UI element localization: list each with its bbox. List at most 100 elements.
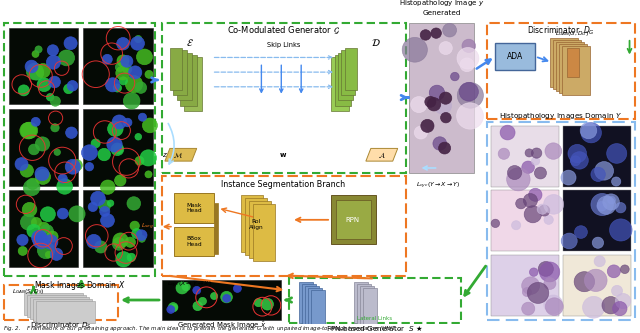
Circle shape (524, 193, 538, 207)
Circle shape (575, 226, 588, 238)
Circle shape (111, 143, 124, 156)
Circle shape (68, 206, 85, 222)
Bar (35, 301, 95, 322)
Circle shape (135, 82, 147, 93)
Circle shape (609, 219, 632, 241)
Circle shape (425, 96, 436, 107)
Circle shape (581, 123, 602, 143)
Bar (177, 53, 192, 101)
Text: Generated: Generated (422, 10, 461, 16)
Circle shape (522, 161, 534, 173)
Circle shape (537, 204, 547, 214)
Circle shape (592, 237, 604, 248)
Circle shape (168, 303, 178, 312)
Bar (9, 28, 78, 105)
Text: Skip Links: Skip Links (267, 42, 300, 48)
Circle shape (45, 251, 52, 258)
Circle shape (211, 292, 218, 300)
Circle shape (612, 177, 621, 186)
Circle shape (29, 66, 44, 80)
Circle shape (116, 252, 131, 267)
Bar (559, 44, 587, 93)
Bar (495, 43, 535, 70)
Circle shape (182, 283, 190, 291)
Circle shape (145, 171, 152, 178)
Text: $\mathcal{M}$: $\mathcal{M}$ (173, 150, 183, 160)
Circle shape (116, 38, 129, 50)
Circle shape (508, 166, 522, 179)
Circle shape (602, 297, 620, 314)
Bar (354, 282, 368, 323)
Circle shape (138, 235, 145, 242)
Circle shape (129, 66, 142, 79)
Circle shape (507, 168, 530, 191)
Circle shape (460, 58, 474, 72)
Circle shape (125, 237, 136, 247)
Circle shape (544, 295, 563, 314)
Circle shape (460, 82, 478, 101)
Circle shape (36, 64, 51, 78)
Circle shape (433, 137, 447, 150)
Circle shape (140, 150, 157, 166)
Text: Histopathology Image $\hat{y}$: Histopathology Image $\hat{y}$ (399, 0, 484, 9)
Circle shape (429, 85, 445, 100)
Text: FPN-based Generator  $S$ $\bigstar$: FPN-based Generator $S$ $\bigstar$ (326, 324, 424, 333)
Bar (162, 176, 406, 276)
Text: Instance Segmentation Branch: Instance Segmentation Branch (221, 180, 346, 189)
Circle shape (516, 198, 526, 209)
Circle shape (525, 149, 533, 157)
Bar (563, 126, 630, 186)
Circle shape (500, 125, 515, 140)
Circle shape (98, 148, 111, 161)
Circle shape (99, 200, 111, 211)
Circle shape (531, 148, 542, 158)
Circle shape (145, 70, 153, 78)
Circle shape (18, 246, 28, 255)
Bar (357, 284, 371, 325)
Circle shape (25, 60, 38, 73)
Circle shape (81, 145, 97, 161)
Circle shape (176, 282, 188, 294)
Circle shape (531, 157, 540, 165)
Bar (162, 280, 282, 320)
Text: Discriminator $D_S$: Discriminator $D_S$ (29, 320, 92, 331)
Circle shape (37, 78, 51, 92)
Circle shape (46, 94, 54, 101)
Circle shape (112, 115, 127, 129)
Circle shape (88, 202, 97, 211)
Circle shape (24, 179, 40, 196)
Circle shape (538, 261, 554, 276)
Bar (550, 38, 578, 87)
Circle shape (37, 242, 54, 259)
Text: Histopathology Images Domain $Y$: Histopathology Images Domain $Y$ (499, 111, 622, 121)
Circle shape (17, 234, 28, 245)
Circle shape (193, 286, 201, 294)
Circle shape (439, 42, 452, 55)
Circle shape (58, 50, 75, 66)
Circle shape (511, 221, 521, 230)
Circle shape (131, 37, 145, 50)
Polygon shape (366, 149, 397, 161)
Circle shape (411, 97, 427, 113)
Circle shape (171, 304, 177, 311)
Circle shape (198, 297, 207, 305)
Bar (342, 50, 355, 95)
Bar (562, 46, 589, 95)
Circle shape (570, 156, 580, 166)
Bar (299, 282, 313, 323)
Circle shape (115, 175, 126, 186)
Circle shape (568, 145, 587, 163)
Text: RoI
Align: RoI Align (249, 219, 264, 230)
Circle shape (584, 269, 607, 291)
Circle shape (113, 233, 128, 248)
Circle shape (534, 167, 547, 179)
Circle shape (108, 121, 123, 137)
Text: ADA: ADA (507, 52, 524, 61)
Circle shape (529, 268, 538, 276)
Bar (184, 58, 202, 111)
Bar (335, 55, 351, 106)
Bar (563, 255, 630, 316)
Circle shape (539, 205, 550, 216)
Circle shape (114, 145, 123, 154)
Bar (308, 288, 322, 329)
